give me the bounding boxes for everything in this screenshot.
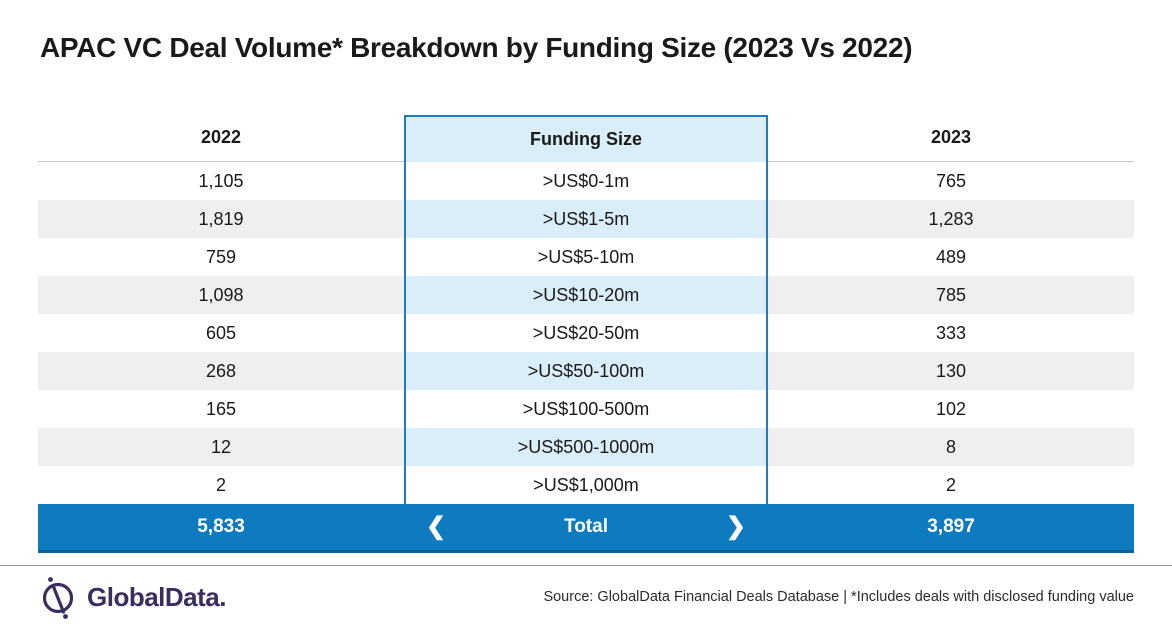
total-row: 5,833 ❮ Total ❯ 3,897 [38,504,1134,553]
cell-2022-value: 1,105 [198,171,244,191]
column-header-2023: 2023 [768,115,1134,162]
cell-funding-size: >US$1,000m [404,466,768,504]
cell-funding-size: >US$5-10m [404,238,768,276]
cell-2022-value: 12 [38,428,404,466]
source-text: Source: GlobalData Financial Deals Datab… [543,589,1134,605]
table-body: 1,105 >US$0-1m 765 1,819 >US$1-5m 1,283 759 >US… [38,162,1134,504]
table-row: 759 >US$5-10m 489 [38,238,1134,276]
cell-funding-size: >US$0-1m [404,162,768,200]
globaldata-logo-text: GlobalData. [87,581,226,612]
cell-funding-size: >US$500-1000m [404,428,768,466]
cell-funding-size: >US$10-20m [404,276,768,314]
cell-2023-value: 765 [935,171,967,191]
cell-2022-value: 268 [38,352,404,390]
globaldata-logo: GlobalData. [38,574,226,620]
chevron-left-icon: ❮ [426,513,447,540]
total-2023-value: 3,897 [927,516,975,537]
table-row: 268 >US$50-100m 130 [38,352,1134,390]
total-cell: ❮ Total ❯ [404,504,768,550]
page-title: APAC VC Deal Volume* Breakdown by Fundin… [40,32,913,63]
table-row: 1,105 >US$0-1m 765 [38,162,1134,200]
column-header-2022: 2022 [38,115,404,162]
cell-2023-value: 1,283 [768,200,1134,238]
cell-2023-value: 8 [768,428,1134,466]
cell-2022-value: 2 [215,475,226,495]
cell-funding-size: >US$20-50m [404,314,768,352]
table-row: 165 >US$100-500m 102 [38,390,1134,428]
cell-2023-value: 130 [768,352,1134,390]
table-row: 2 >US$1,000m 2 [38,466,1134,504]
footer: GlobalData. Source: GlobalData Financial… [0,566,1172,628]
cell-2022-value: 1,098 [38,276,404,314]
total-label: Total [564,516,608,537]
table-row: 1,098 >US$10-20m 785 [38,276,1134,314]
table-row: 1,819 >US$1-5m 1,283 [38,200,1134,238]
table-row: 605 >US$20-50m 333 [38,314,1134,352]
table-header-row: 2022 Funding Size 2023 [38,115,1134,162]
cell-funding-size: >US$100-500m [404,390,768,428]
column-header-funding-size: Funding Size [404,115,768,162]
globaldata-logo-icon [42,577,74,619]
chevron-right-icon: ❯ [725,513,746,540]
cell-2022-value: 759 [205,247,237,267]
cell-2022-value: 165 [205,399,237,419]
cell-2022-value: 1,819 [38,200,404,238]
cell-funding-size: >US$1-5m [404,200,768,238]
cell-2023-value: 785 [768,276,1134,314]
cell-2022-value: 605 [205,323,237,343]
cell-2023-value: 102 [935,399,967,419]
footer-divider [0,565,1172,566]
cell-2023-value: 2 [945,475,956,495]
cell-2023-value: 333 [935,323,967,343]
total-2022-value: 5,833 [197,516,245,537]
table-row: 12 >US$500-1000m 8 [38,428,1134,466]
cell-funding-size: >US$50-100m [404,352,768,390]
cell-2023-value: 489 [935,247,967,267]
deal-volume-table: 2022 Funding Size 2023 1,105 >US$0-1m 765 1… [38,115,1134,553]
